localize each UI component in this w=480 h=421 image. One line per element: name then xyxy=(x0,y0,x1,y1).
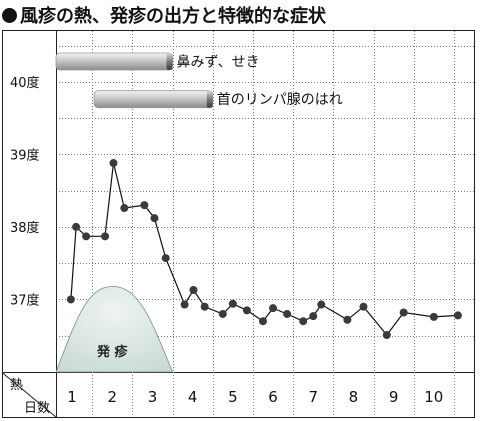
symptom-bar xyxy=(93,90,214,109)
fever-point xyxy=(269,304,278,313)
fever-point xyxy=(109,159,118,168)
y-axis-label: 熱 xyxy=(10,378,23,393)
x-tick-label: 4 xyxy=(188,388,198,406)
x-tick-label: 8 xyxy=(349,388,359,406)
x-tick-label: 1 xyxy=(67,388,77,406)
rash-label: 発 疹 xyxy=(96,344,129,360)
fever-point xyxy=(309,312,318,321)
symptom-bar-cap xyxy=(206,90,213,108)
y-tick-label: 38度 xyxy=(10,220,40,236)
fever-point xyxy=(359,302,368,311)
x-axis-label: 日数 xyxy=(24,401,50,416)
fever-point xyxy=(228,299,237,308)
fever-point xyxy=(66,295,75,304)
chart-frame xyxy=(2,30,475,418)
bullet-dot-icon xyxy=(2,7,17,23)
fever-point xyxy=(200,302,209,311)
fever-point xyxy=(218,309,227,318)
symptom-bar-cap xyxy=(166,52,173,70)
chart-title-block: 風疹の熱、発疹の出方と特徴的な症状 xyxy=(2,2,326,28)
fever-point xyxy=(101,232,110,241)
chart-title: 風疹の熱、発疹の出方と特徴的な症状 xyxy=(20,6,326,27)
rash-area-layer: 発 疹 xyxy=(55,285,174,373)
fever-point xyxy=(242,306,251,315)
x-tick-label: 6 xyxy=(268,388,278,406)
symptom-bar xyxy=(55,52,173,71)
fever-point xyxy=(180,300,189,309)
y-tick-label: 40度 xyxy=(10,75,40,91)
fever-point xyxy=(343,315,352,324)
fever-point xyxy=(429,312,438,321)
fever-point xyxy=(82,232,91,241)
fever-point xyxy=(150,214,159,223)
fever-point xyxy=(72,222,81,231)
x-tick-label: 10 xyxy=(424,388,443,406)
x-tick-label: 5 xyxy=(228,388,238,406)
fever-point xyxy=(258,317,267,326)
fever-point xyxy=(317,300,326,309)
y-tick-label: 39度 xyxy=(10,147,40,163)
rash-area xyxy=(55,285,174,373)
x-tick-label: 2 xyxy=(107,388,117,406)
x-tick-label: 7 xyxy=(308,388,318,406)
fever-series xyxy=(66,159,462,339)
fever-point xyxy=(453,311,462,320)
fever-point xyxy=(283,309,292,318)
x-tick-label: 9 xyxy=(389,388,399,406)
fever-point xyxy=(189,286,198,295)
footer-diagonal xyxy=(1,372,57,418)
fever-point xyxy=(161,254,170,263)
symptom-label: 鼻みず、せき xyxy=(177,53,260,70)
fever-point xyxy=(382,330,391,339)
fever-point xyxy=(120,204,129,213)
fever-point xyxy=(140,201,149,210)
x-tick-label: 3 xyxy=(148,388,158,406)
y-tick-label: 37度 xyxy=(10,292,40,308)
symptom-label: 首のリンパ腺のはれ xyxy=(217,92,343,108)
axis-labels: 37度 38度 39度 40度 1 2 3 4 5 6 7 8 9 10 熱日数 xyxy=(10,75,443,416)
fever-point xyxy=(399,308,408,317)
fever-point xyxy=(299,317,308,326)
